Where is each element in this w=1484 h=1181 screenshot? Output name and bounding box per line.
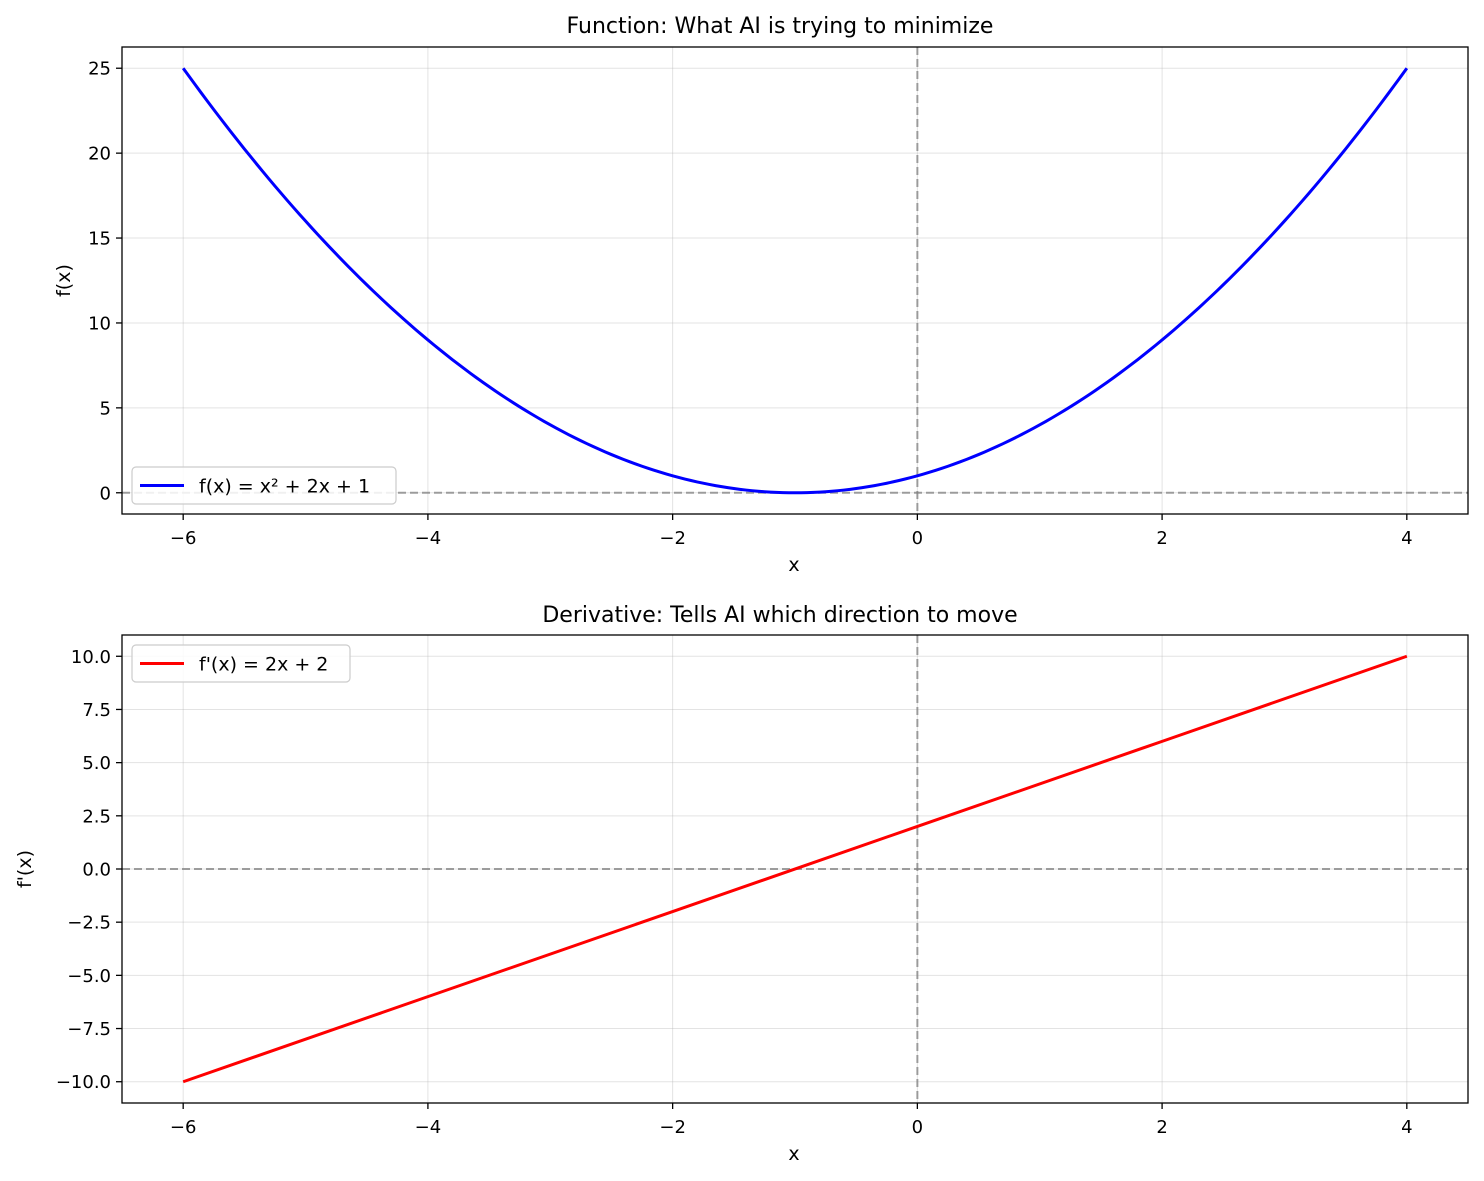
series-line-0	[181, 67, 1409, 495]
x-tick-label: 4	[1401, 1117, 1412, 1138]
derivative-plot: −6 −4 −2 0 2 4 10.0 7.5 5.0 2.5 0.0 −2.5 −5.0 −7.5 −10…	[14, 603, 1469, 1165]
y-tick-label: 7.5	[82, 700, 111, 721]
x-tick-label: −2	[659, 1117, 686, 1138]
y-tick-label: −7.5	[67, 1019, 111, 1040]
y-tick-label: 10	[88, 313, 111, 334]
x-tick-label: 0	[912, 528, 923, 549]
y-axis-label: f(x)	[53, 264, 75, 297]
x-tick-label: −6	[170, 1117, 197, 1138]
x-tick-label: −2	[659, 528, 686, 549]
plot-frame	[121, 46, 1469, 515]
chart-title: Function: What AI is trying to minimize	[567, 14, 994, 39]
legend-box	[131, 644, 351, 683]
y-tick-label: 15	[88, 229, 111, 250]
y-tick-label: 2.5	[82, 806, 111, 827]
y-tick-label: 0	[100, 483, 111, 504]
x-axis-label: x	[788, 1143, 799, 1165]
y-tick-label: 5	[100, 398, 111, 419]
y-tick-label: 25	[88, 59, 111, 80]
legend-label: f(x) = x² + 2x + 1	[199, 476, 370, 498]
legend-box	[131, 466, 397, 505]
x-axis-label: x	[788, 554, 799, 576]
x-tick-label: 4	[1401, 528, 1412, 549]
x-tick-label: 0	[912, 1117, 923, 1138]
legend: f'(x) = 2x + 2	[131, 644, 351, 683]
y-tick-label: 0.0	[82, 860, 111, 881]
y-tick-label: −2.5	[67, 913, 111, 934]
legend-label: f'(x) = 2x + 2	[199, 654, 328, 676]
y-axis-label: f'(x)	[14, 850, 36, 888]
chart-title: Derivative: Tells AI which direction to …	[542, 603, 1017, 628]
y-tick-label: 20	[88, 144, 111, 165]
series-line-0	[182, 654, 1408, 1084]
y-tick-label: 10.0	[71, 647, 111, 668]
x-tick-label: −4	[415, 1117, 442, 1138]
function-plot: −6 −4 −2 0 2 4 0 5 10 15 20 25 Function: What AI is …	[53, 14, 1469, 576]
legend: f(x) = x² + 2x + 1	[131, 466, 397, 505]
y-tick-label: 5.0	[82, 753, 111, 774]
x-tick-label: 2	[1156, 1117, 1167, 1138]
x-tick-label: 2	[1156, 528, 1167, 549]
x-tick-label: −4	[415, 528, 442, 549]
y-tick-label: −10.0	[56, 1072, 111, 1093]
y-tick-label: −5.0	[67, 966, 111, 987]
x-tick-label: −6	[170, 528, 197, 549]
